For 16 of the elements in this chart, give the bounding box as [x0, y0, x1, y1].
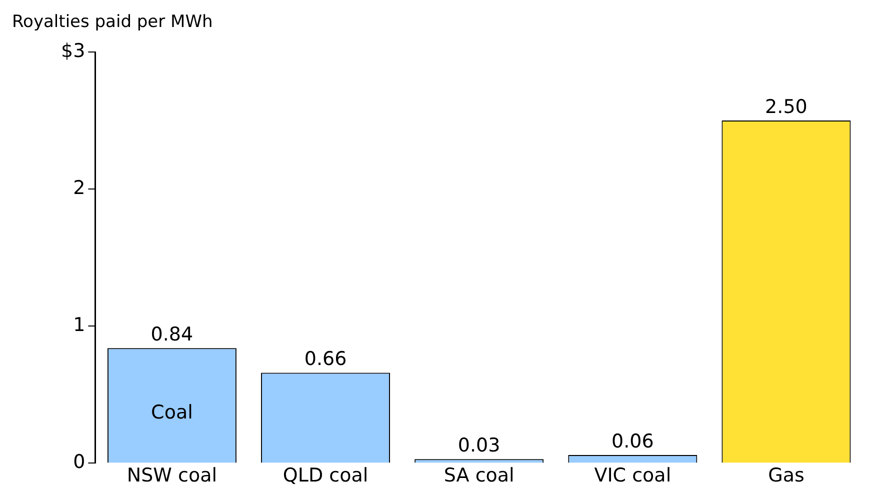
y-tick-label: 2 — [73, 177, 86, 200]
x-tick-label: QLD coal — [282, 464, 368, 487]
x-tick-label: VIC coal — [594, 464, 672, 487]
x-tick-label: Gas — [768, 464, 804, 487]
data-label: 0.66 — [304, 348, 347, 370]
y-tick-label: $3 — [60, 40, 86, 62]
data-label: 0.06 — [611, 430, 654, 452]
x-tick-label: NSW coal — [126, 464, 218, 487]
y-tick-label: 0 — [73, 451, 86, 474]
y-axis-title: Royalties paid per MWh — [12, 12, 213, 32]
data-label: 0.03 — [458, 434, 500, 457]
data-label: 0.84 — [150, 324, 194, 346]
annotation: Coal — [151, 401, 193, 424]
data-label: 2.50 — [765, 96, 808, 118]
x-tick-label: SA coal — [444, 464, 514, 487]
y-tick-label: 1 — [73, 314, 86, 336]
